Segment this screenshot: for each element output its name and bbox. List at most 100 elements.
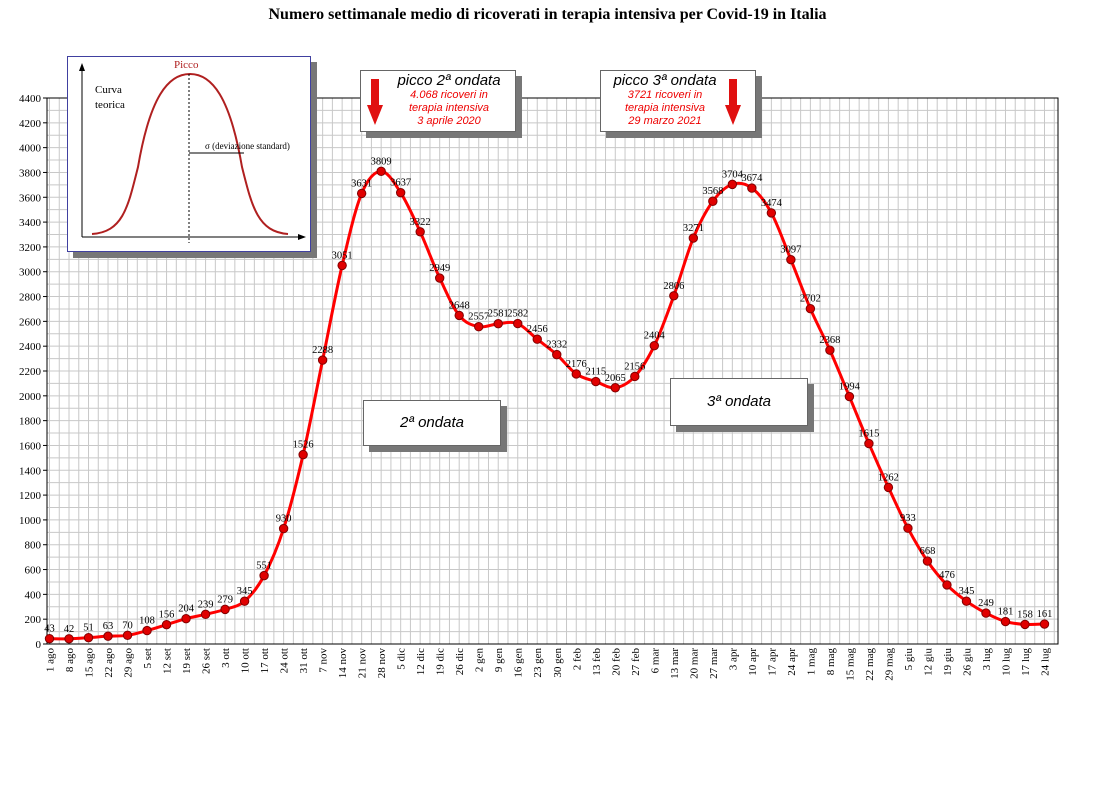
y-tick-label: 0 (36, 639, 42, 651)
data-label: 249 (978, 598, 994, 609)
data-point (278, 523, 289, 534)
data-label: 1615 (858, 429, 879, 440)
x-tick-label: 15 mag (844, 648, 856, 681)
data-label: 1994 (839, 382, 861, 393)
data-point (161, 619, 172, 630)
x-tick-label: 26 giu (961, 648, 973, 676)
data-label: 156 (159, 610, 175, 621)
wave2-label: 2ª ondata (400, 414, 464, 431)
data-label: 2456 (527, 324, 548, 335)
x-tick-label: 26 set (201, 648, 213, 674)
x-tick-label: 3 apr (727, 648, 739, 671)
data-point (474, 321, 484, 332)
data-point (669, 291, 679, 301)
data-point (571, 369, 581, 379)
y-tick-label: 3000 (19, 267, 42, 279)
data-label: 2806 (663, 281, 684, 292)
data-point (434, 273, 445, 283)
y-tick-label: 1200 (19, 490, 42, 502)
data-point (942, 580, 952, 590)
data-point (513, 318, 523, 329)
data-point (961, 596, 972, 606)
data-point (64, 634, 74, 644)
x-tick-label: 29 ago (123, 648, 135, 678)
wave2-label-box: 2ª ondata (363, 400, 501, 446)
x-tick-label: 5 set (142, 648, 154, 668)
data-point (415, 227, 425, 237)
data-label: 2288 (312, 345, 333, 356)
data-point (825, 345, 835, 355)
data-point (688, 233, 699, 243)
data-label: 2582 (507, 309, 528, 320)
x-tick-label: 23 gen (532, 648, 544, 678)
data-point (122, 630, 133, 641)
x-tick-label: 27 mar (708, 648, 720, 679)
x-tick-label: 7 nov (318, 648, 330, 673)
x-tick-label: 24 apr (786, 648, 798, 676)
x-tick-label: 12 giu (922, 648, 934, 676)
x-tick-label: 17 lug (1020, 648, 1032, 676)
x-tick-label: 13 feb (591, 648, 603, 676)
x-tick-label: 20 feb (610, 648, 622, 676)
data-point (649, 340, 660, 351)
data-label: 3271 (683, 223, 704, 234)
x-tick-label: 28 nov (376, 648, 388, 679)
inset-curve-label-1: Curva (95, 84, 122, 96)
data-label: 3051 (332, 250, 353, 261)
callout-wave2-title: picco 2ª ondata (397, 72, 501, 89)
data-point (1020, 619, 1030, 630)
data-point (844, 391, 855, 402)
x-tick-label: 3 ott (220, 648, 232, 668)
data-label: 2115 (585, 367, 606, 378)
data-label: 3674 (741, 173, 763, 184)
x-tick-label: 17 apr (766, 648, 778, 676)
data-label: 345 (237, 586, 253, 597)
x-tick-label: 16 gen (513, 648, 525, 678)
y-tick-label: 200 (25, 614, 42, 626)
callout-wave3-peak: picco 3ª ondata 3721 ricoveri in terapia… (600, 70, 756, 132)
x-tick-label: 5 dic (396, 648, 408, 670)
data-label: 3322 (410, 217, 431, 228)
data-point (493, 319, 503, 329)
y-tick-label: 800 (25, 540, 42, 552)
data-point (552, 349, 562, 360)
data-point (1000, 616, 1011, 627)
data-label: 158 (1017, 609, 1033, 620)
data-point (747, 183, 757, 193)
x-tick-label: 3 lug (981, 648, 993, 671)
x-tick-label: 19 set (181, 648, 193, 674)
data-label: 2065 (605, 373, 626, 384)
data-label: 3809 (371, 156, 392, 167)
x-tick-label: 12 dic (415, 648, 427, 675)
x-tick-label: 22 ago (103, 648, 115, 678)
y-tick-label: 600 (25, 565, 42, 577)
x-tick-label: 2 feb (571, 648, 583, 671)
x-tick-label: 1 ago (45, 648, 57, 673)
data-point (786, 254, 796, 265)
data-point (220, 604, 230, 615)
data-point (1039, 619, 1050, 629)
data-label: 204 (178, 604, 195, 615)
y-tick-label: 3600 (19, 192, 42, 204)
x-tick-label: 10 lug (1000, 648, 1012, 676)
data-point (395, 187, 406, 198)
x-tick-label: 27 feb (630, 648, 642, 676)
callout-wave2-peak: picco 2ª ondata 4.068 ricoveri in terapi… (360, 70, 516, 132)
y-tick-label: 2200 (19, 366, 42, 378)
data-label: 930 (276, 514, 292, 525)
x-tick-label: 26 dic (454, 648, 466, 675)
x-tick-label: 12 set (162, 648, 174, 674)
data-label: 2581 (488, 309, 509, 320)
x-tick-label: 10 ott (240, 648, 252, 673)
data-label: 2557 (468, 312, 489, 323)
y-tick-label: 3200 (19, 242, 42, 254)
data-point (83, 632, 94, 643)
data-point (903, 523, 913, 533)
data-point (337, 260, 347, 271)
x-tick-label: 6 mar (649, 648, 661, 674)
data-label: 42 (64, 624, 75, 635)
data-label: 3637 (390, 178, 411, 189)
data-point (708, 196, 718, 206)
data-label: 63 (103, 621, 114, 632)
